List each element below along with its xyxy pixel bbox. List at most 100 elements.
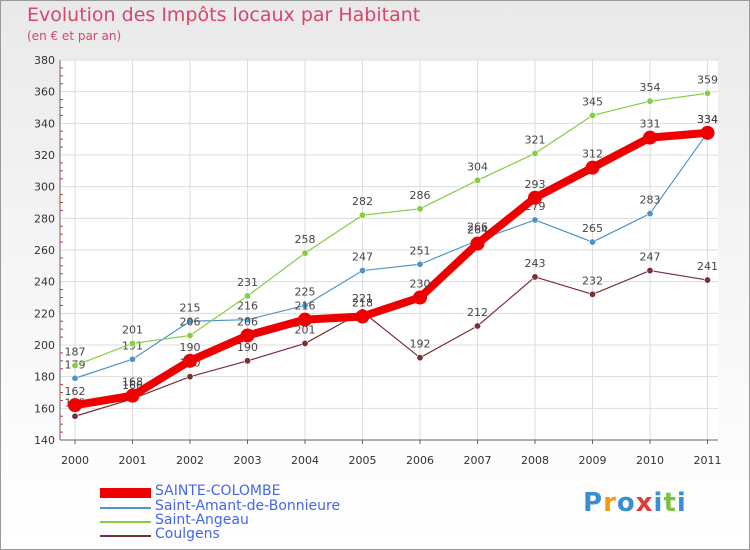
series-line (74, 92, 709, 367)
data-label: 230 (410, 278, 431, 291)
data-label: 218 (352, 297, 373, 310)
data-label: 334 (697, 113, 718, 126)
data-label: 221 (352, 292, 373, 305)
data-label: 215 (180, 301, 201, 314)
logo-letter: o (616, 488, 636, 518)
x-tick-label: 2001 (119, 454, 147, 467)
data-label: 266 (467, 221, 488, 234)
logo-letter: r (603, 488, 617, 518)
data-label: 304 (467, 160, 488, 173)
x-tick-label: 2006 (406, 454, 434, 467)
legend-label: Saint-Amant-de-Bonnieure (155, 498, 341, 514)
data-point (700, 125, 715, 140)
x-tick-label: 2000 (61, 454, 89, 467)
data-label: 331 (640, 118, 661, 131)
x-tick-label: 2010 (636, 454, 664, 467)
data-point (416, 260, 424, 268)
legend-label: SAINTE-COLOMBE (155, 483, 281, 499)
data-label: 258 (295, 233, 316, 246)
data-point (358, 211, 366, 219)
data-point (186, 373, 194, 381)
data-label: 212 (467, 306, 488, 319)
logo-letter: P (583, 488, 604, 518)
data-point (646, 267, 654, 275)
data-point (703, 276, 711, 284)
y-tick-label: 280 (34, 212, 55, 225)
proxiti-logo: Proxiti (583, 488, 687, 518)
y-tick-label: 380 (34, 54, 55, 67)
data-point (588, 111, 596, 119)
y-tick-label: 140 (34, 434, 55, 447)
data-label: 216 (237, 300, 258, 313)
data-label: 286 (410, 189, 431, 202)
data-label: 232 (582, 274, 603, 287)
y-tick-label: 180 (34, 371, 55, 384)
y-tick-label: 360 (34, 86, 55, 99)
y-tick-label: 220 (34, 307, 55, 320)
data-point (301, 249, 309, 257)
y-tick-label: 200 (34, 339, 55, 352)
data-label: 293 (525, 178, 546, 191)
data-label: 201 (122, 323, 143, 336)
x-tick-label: 2007 (464, 454, 492, 467)
data-label: 190 (180, 341, 201, 354)
data-label: 192 (410, 338, 431, 351)
data-label: 247 (352, 251, 373, 264)
data-point (71, 374, 79, 382)
data-label: 162 (65, 385, 86, 398)
data-label: 241 (697, 260, 718, 273)
data-point (358, 267, 366, 275)
data-point (703, 89, 711, 97)
series-line (71, 128, 712, 410)
data-label: 265 (582, 222, 603, 235)
x-tick-label: 2003 (234, 454, 262, 467)
logo-letter: i (653, 488, 664, 518)
data-label: 201 (295, 323, 316, 336)
data-point (183, 353, 197, 368)
data-point (186, 317, 194, 325)
legend-swatch (100, 507, 151, 509)
data-point (531, 216, 539, 224)
data-label: 206 (237, 316, 258, 329)
data-label: 247 (640, 251, 661, 264)
data-point (646, 210, 654, 218)
data-point (244, 316, 252, 324)
data-point (531, 273, 539, 281)
data-label: 231 (237, 276, 258, 289)
data-label: 283 (640, 194, 661, 207)
data-point (528, 190, 542, 205)
data-label: 216 (295, 300, 316, 313)
legend-swatch (100, 521, 151, 523)
data-label: 264 (467, 224, 488, 237)
data-point (240, 328, 255, 343)
data-point (531, 149, 539, 157)
x-tick-label: 2008 (521, 454, 549, 467)
data-point (473, 322, 481, 330)
y-tick-label: 160 (34, 402, 55, 415)
data-point (588, 238, 596, 246)
x-tick-label: 2011 (694, 454, 722, 467)
data-label: 251 (410, 244, 431, 257)
data-point (470, 236, 485, 251)
data-point (244, 357, 252, 365)
data-label: 243 (525, 257, 546, 270)
chart-title: Evolution des Impôts locaux par Habitant (27, 4, 421, 26)
data-point (71, 362, 79, 370)
data-point (643, 130, 657, 145)
legend-label: Saint-Angeau (155, 512, 249, 528)
data-point (301, 339, 309, 347)
data-label: 187 (65, 346, 86, 359)
data-point (68, 398, 82, 413)
series-line (74, 132, 709, 379)
legend-swatch (100, 488, 151, 498)
data-label: 345 (582, 95, 603, 108)
data-point (473, 176, 481, 184)
logo-letter: i (676, 488, 687, 518)
data-point (301, 301, 309, 309)
data-point (355, 309, 370, 324)
y-tick-label: 300 (34, 181, 55, 194)
data-label: 354 (640, 81, 661, 94)
data-point (298, 312, 312, 327)
x-tick-label: 2009 (579, 454, 607, 467)
